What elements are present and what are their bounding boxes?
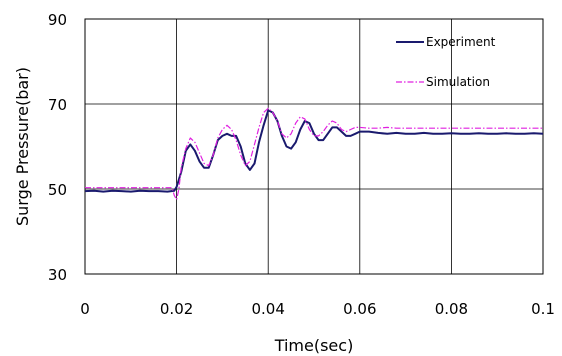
legend: Experiment Simulation [396, 35, 496, 89]
x-tick-label: 0 [80, 300, 90, 318]
plot-frame [84, 18, 544, 275]
series-line-experiment [84, 109, 544, 193]
y-tick-label: 30 [48, 266, 67, 284]
series-layer [84, 107, 544, 201]
legend-label-experiment: Experiment [426, 35, 496, 49]
series-line-simulation [85, 107, 543, 201]
x-tick-label: 0.06 [343, 300, 376, 318]
x-axis-ticks: 0 0.02 0.04 0.06 0.08 0.1 [80, 300, 555, 318]
x-tick-label: 0.02 [160, 300, 193, 318]
legend-label-simulation: Simulation [426, 75, 490, 89]
x-tick-label: 0.1 [531, 300, 555, 318]
y-axis-label: Surge Pressure(bar) [13, 67, 32, 226]
plot-area [85, 19, 543, 274]
y-tick-label: 70 [48, 96, 67, 114]
x-axis-label: Time(sec) [274, 336, 354, 355]
y-tick-label: 50 [48, 181, 67, 199]
y-tick-label: 90 [48, 11, 67, 29]
x-tick-label: 0.08 [435, 300, 468, 318]
y-axis-ticks: 90 70 50 30 [48, 11, 67, 284]
x-tick-label: 0.04 [251, 300, 284, 318]
